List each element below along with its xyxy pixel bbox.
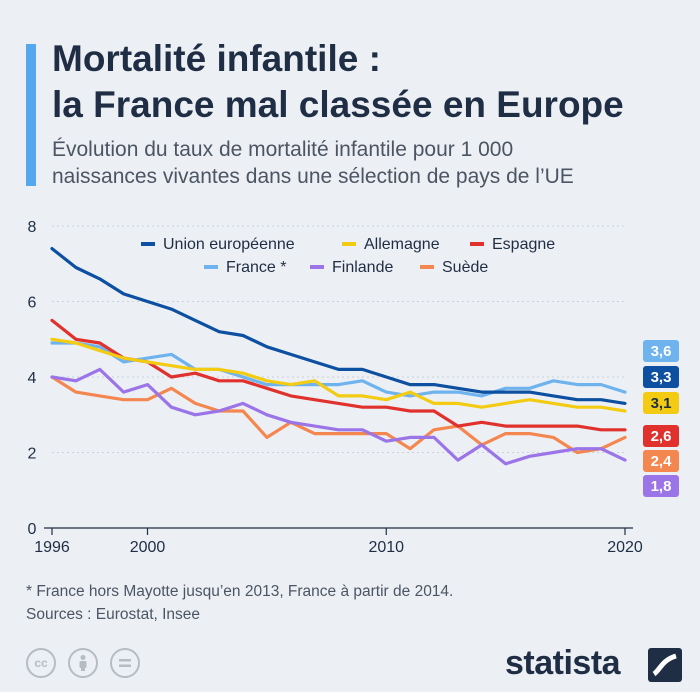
- y-tick-label: 2: [28, 446, 37, 463]
- end-value-label: 2,4: [651, 453, 673, 470]
- y-tick-label: 0: [28, 521, 37, 538]
- legend-label: France *: [226, 259, 286, 276]
- statista-wordmark[interactable]: statista: [505, 644, 621, 682]
- title-line-2: la France mal classée en Europe: [52, 84, 624, 125]
- series-line-4: [50, 367, 627, 466]
- y-tick-label: 6: [28, 295, 37, 312]
- end-value-badge: [643, 475, 679, 497]
- subtitle-line-1: Évolution du taux de mortalité infantile…: [52, 138, 514, 161]
- x-tick-label: 2010: [368, 539, 404, 556]
- legend-label: Espagne: [492, 236, 555, 253]
- statista-logo-icon[interactable]: [648, 648, 682, 682]
- y-tick-label: 4: [28, 370, 37, 387]
- subtitle-line-2: naissances vivantes dans une sélection d…: [52, 165, 574, 188]
- no-derivatives-icon[interactable]: [110, 648, 140, 678]
- end-value-label: 3,3: [651, 369, 672, 386]
- y-tick-label: 8: [28, 219, 37, 236]
- chart-notes: * France hors Mayotte jusqu’en 2013, Fra…: [26, 580, 453, 626]
- chart-subtitle: Évolution du taux de mortalité infantile…: [52, 136, 574, 190]
- series-line-0: [50, 246, 627, 405]
- legend-label: Union européenne: [163, 236, 295, 253]
- x-tick-label: 2020: [607, 539, 643, 556]
- legend-label: Finlande: [332, 259, 393, 276]
- footnote: * France hors Mayotte jusqu’en 2013, Fra…: [26, 583, 454, 600]
- title-accent-bar: [26, 44, 36, 186]
- end-value-label: 1,8: [651, 478, 672, 495]
- sources: Sources : Eurostat, Insee: [26, 606, 201, 623]
- legend-label: Suède: [442, 259, 488, 276]
- end-value-label: 2,6: [651, 428, 672, 445]
- legend-box: [128, 227, 576, 287]
- series-line-3: [50, 341, 627, 398]
- legend-label: Allemagne: [364, 236, 440, 253]
- series-line-1: [50, 337, 627, 413]
- series-line-2: [50, 318, 627, 432]
- line-chart: 0 2 4 6 8 1996 2000 2010 2020 Union européenne All…: [28, 219, 679, 556]
- end-value-badge: [643, 392, 679, 414]
- x-tick-label: 2000: [130, 539, 166, 556]
- end-value-badge: [643, 450, 679, 472]
- end-value-badge: [643, 366, 679, 388]
- x-tick-label: 1996: [34, 539, 70, 556]
- attribution-person-icon[interactable]: [68, 648, 98, 678]
- end-value-badge: [643, 425, 679, 447]
- series-line-5: [50, 375, 627, 455]
- end-value-label: 3,6: [651, 343, 672, 360]
- end-value-label: 3,1: [651, 395, 672, 412]
- chart-title: Mortalité infantile : la France mal clas…: [52, 36, 624, 128]
- end-value-badge: [643, 340, 679, 362]
- title-line-1: Mortalité infantile :: [52, 38, 381, 79]
- creative-commons-icon[interactable]: cc: [26, 648, 56, 678]
